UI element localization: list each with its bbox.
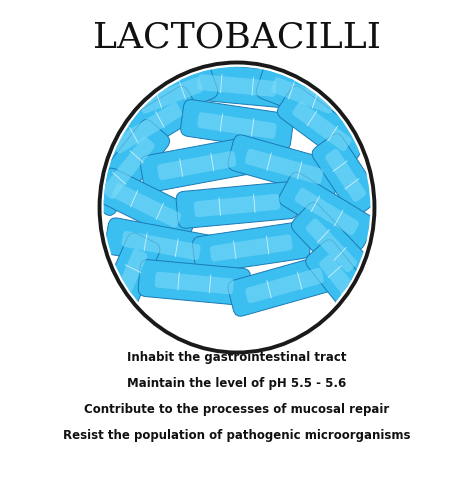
FancyBboxPatch shape [192, 222, 310, 274]
FancyBboxPatch shape [228, 134, 341, 198]
Text: Resist the population of pathogenic microorganisms: Resist the population of pathogenic micr… [63, 428, 411, 442]
FancyBboxPatch shape [256, 63, 351, 127]
FancyBboxPatch shape [96, 168, 198, 242]
FancyBboxPatch shape [292, 102, 352, 151]
Text: Inhabit the gastrointestinal tract: Inhabit the gastrointestinal tract [127, 350, 347, 364]
FancyBboxPatch shape [295, 188, 359, 235]
FancyBboxPatch shape [112, 184, 181, 228]
FancyBboxPatch shape [138, 260, 250, 306]
FancyBboxPatch shape [96, 233, 160, 327]
FancyBboxPatch shape [176, 182, 298, 228]
FancyBboxPatch shape [312, 134, 380, 216]
FancyBboxPatch shape [246, 268, 324, 303]
FancyBboxPatch shape [271, 78, 335, 114]
FancyBboxPatch shape [157, 151, 237, 180]
FancyBboxPatch shape [112, 102, 182, 154]
FancyBboxPatch shape [95, 86, 199, 169]
Text: Maintain the level of pH 5.5 - 5.6: Maintain the level of pH 5.5 - 5.6 [128, 376, 346, 390]
FancyBboxPatch shape [279, 172, 375, 250]
FancyBboxPatch shape [194, 194, 280, 217]
FancyBboxPatch shape [197, 112, 276, 138]
FancyBboxPatch shape [140, 138, 253, 192]
FancyBboxPatch shape [102, 136, 155, 199]
FancyBboxPatch shape [105, 218, 218, 272]
FancyBboxPatch shape [123, 63, 218, 127]
FancyBboxPatch shape [306, 240, 377, 320]
FancyBboxPatch shape [121, 231, 201, 260]
FancyBboxPatch shape [139, 78, 203, 114]
FancyBboxPatch shape [181, 100, 293, 150]
FancyBboxPatch shape [110, 249, 147, 312]
FancyBboxPatch shape [86, 120, 170, 216]
FancyBboxPatch shape [210, 234, 292, 262]
FancyBboxPatch shape [306, 218, 357, 272]
Text: LACTOBACILLI: LACTOBACILLI [93, 20, 381, 54]
FancyBboxPatch shape [245, 149, 323, 184]
Text: Contribute to the processes of mucosal repair: Contribute to the processes of mucosal r… [84, 402, 390, 415]
FancyBboxPatch shape [292, 202, 372, 288]
FancyBboxPatch shape [197, 74, 276, 97]
FancyBboxPatch shape [325, 149, 366, 202]
FancyBboxPatch shape [319, 255, 363, 306]
FancyBboxPatch shape [228, 254, 341, 316]
FancyBboxPatch shape [181, 62, 293, 108]
FancyBboxPatch shape [277, 86, 367, 166]
FancyBboxPatch shape [155, 272, 234, 294]
